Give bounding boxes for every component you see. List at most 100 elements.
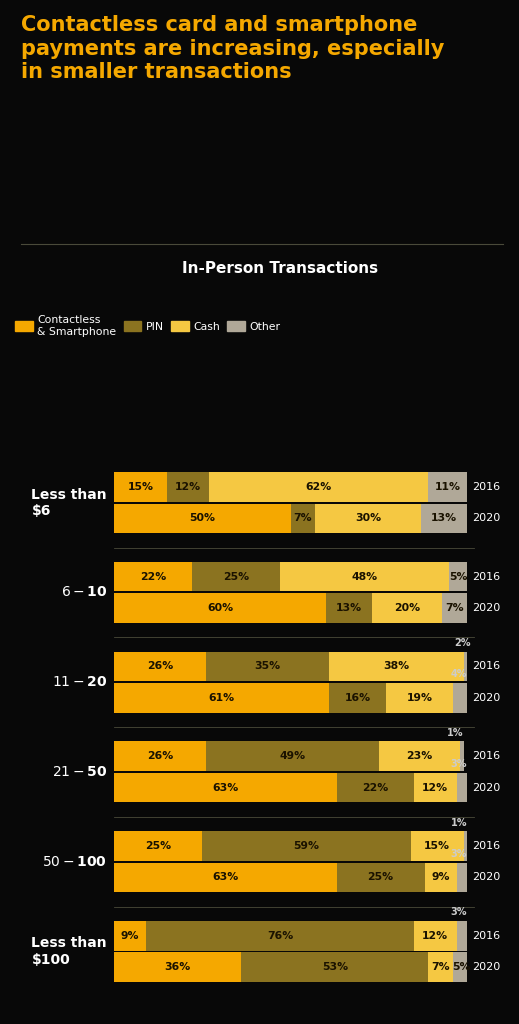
Bar bbox=[291, 504, 316, 534]
Text: 9%: 9% bbox=[431, 872, 450, 883]
Bar bbox=[206, 651, 330, 681]
Text: Less than
$100: Less than $100 bbox=[32, 936, 107, 967]
Bar bbox=[372, 593, 442, 623]
Bar bbox=[114, 562, 192, 592]
Bar bbox=[114, 472, 167, 502]
Bar bbox=[114, 683, 330, 713]
Bar bbox=[442, 593, 467, 623]
Bar bbox=[428, 472, 467, 502]
Text: 30%: 30% bbox=[355, 513, 381, 523]
Bar bbox=[167, 472, 210, 502]
Bar bbox=[453, 952, 471, 982]
Text: 7%: 7% bbox=[445, 603, 464, 613]
Text: 59%: 59% bbox=[294, 841, 320, 851]
Bar bbox=[114, 651, 206, 681]
Text: 2016: 2016 bbox=[472, 752, 500, 761]
Text: 2020: 2020 bbox=[472, 782, 501, 793]
Text: In-Person Transactions: In-Person Transactions bbox=[182, 261, 378, 276]
Bar bbox=[114, 862, 336, 892]
Bar bbox=[457, 921, 467, 950]
Text: 2016: 2016 bbox=[472, 662, 500, 672]
Bar bbox=[330, 651, 463, 681]
Text: 2020: 2020 bbox=[472, 603, 501, 613]
Bar bbox=[463, 651, 471, 681]
Bar bbox=[379, 741, 460, 771]
Bar bbox=[414, 773, 457, 803]
Bar bbox=[114, 952, 241, 982]
Text: $11 - $20: $11 - $20 bbox=[52, 675, 107, 689]
Text: 25%: 25% bbox=[367, 872, 394, 883]
Text: 60%: 60% bbox=[207, 603, 233, 613]
Text: 49%: 49% bbox=[279, 752, 306, 761]
Bar bbox=[425, 862, 457, 892]
Text: 22%: 22% bbox=[362, 782, 388, 793]
Text: 5%: 5% bbox=[453, 963, 471, 972]
Bar bbox=[146, 921, 414, 950]
Text: 12%: 12% bbox=[422, 782, 448, 793]
Text: 20%: 20% bbox=[394, 603, 420, 613]
Text: 19%: 19% bbox=[406, 693, 432, 702]
Bar bbox=[411, 831, 463, 861]
Text: 2016: 2016 bbox=[472, 571, 500, 582]
Text: 13%: 13% bbox=[336, 603, 362, 613]
Text: 15%: 15% bbox=[128, 482, 154, 492]
Text: 13%: 13% bbox=[431, 513, 457, 523]
Bar bbox=[460, 741, 463, 771]
Text: 2016: 2016 bbox=[472, 841, 500, 851]
Text: 2020: 2020 bbox=[472, 693, 501, 702]
Bar bbox=[457, 862, 467, 892]
Bar bbox=[336, 773, 414, 803]
Bar bbox=[428, 952, 453, 982]
Text: $50 - $100: $50 - $100 bbox=[42, 855, 107, 868]
Text: 4%: 4% bbox=[450, 670, 467, 680]
Bar bbox=[241, 952, 428, 982]
Text: $21 - $50: $21 - $50 bbox=[52, 765, 107, 779]
Bar bbox=[336, 862, 425, 892]
Bar bbox=[192, 562, 280, 592]
Bar bbox=[114, 773, 336, 803]
Text: 38%: 38% bbox=[384, 662, 409, 672]
Text: 5%: 5% bbox=[449, 571, 468, 582]
Text: 1%: 1% bbox=[450, 817, 467, 827]
Bar bbox=[280, 562, 449, 592]
Text: 25%: 25% bbox=[145, 841, 171, 851]
Bar bbox=[114, 831, 202, 861]
Text: 2020: 2020 bbox=[472, 963, 501, 972]
Text: 2020: 2020 bbox=[472, 872, 501, 883]
Text: 7%: 7% bbox=[294, 513, 312, 523]
Text: 22%: 22% bbox=[140, 571, 166, 582]
Text: 3%: 3% bbox=[450, 759, 467, 769]
Bar bbox=[206, 741, 379, 771]
Text: 12%: 12% bbox=[175, 482, 201, 492]
Bar bbox=[421, 504, 467, 534]
Text: 3%: 3% bbox=[450, 907, 467, 918]
Text: 2020: 2020 bbox=[472, 513, 501, 523]
Bar bbox=[463, 831, 467, 861]
Bar bbox=[114, 921, 146, 950]
Bar bbox=[453, 683, 467, 713]
Text: 36%: 36% bbox=[165, 963, 191, 972]
Text: 11%: 11% bbox=[435, 482, 461, 492]
Text: 16%: 16% bbox=[345, 693, 371, 702]
Text: Contactless card and smartphone
payments are increasing, especially
in smaller t: Contactless card and smartphone payments… bbox=[21, 15, 444, 82]
Bar bbox=[210, 472, 428, 502]
Text: 15%: 15% bbox=[424, 841, 450, 851]
Text: 9%: 9% bbox=[121, 931, 139, 941]
Bar bbox=[202, 831, 411, 861]
Text: 2016: 2016 bbox=[472, 931, 500, 941]
Bar bbox=[114, 504, 291, 534]
Bar bbox=[114, 593, 326, 623]
Text: 61%: 61% bbox=[209, 693, 235, 702]
Text: 35%: 35% bbox=[255, 662, 281, 672]
Text: 48%: 48% bbox=[352, 571, 378, 582]
Text: 63%: 63% bbox=[212, 782, 238, 793]
Text: 26%: 26% bbox=[147, 662, 173, 672]
Text: 1%: 1% bbox=[447, 728, 463, 738]
Legend: Contactless
& Smartphone, PIN, Cash, Other: Contactless & Smartphone, PIN, Cash, Oth… bbox=[16, 315, 280, 337]
Text: 76%: 76% bbox=[267, 931, 293, 941]
Text: Less than
$6: Less than $6 bbox=[32, 487, 107, 518]
Text: 23%: 23% bbox=[406, 752, 432, 761]
Text: 2%: 2% bbox=[454, 638, 471, 648]
Text: 63%: 63% bbox=[212, 872, 238, 883]
Text: 12%: 12% bbox=[422, 931, 448, 941]
